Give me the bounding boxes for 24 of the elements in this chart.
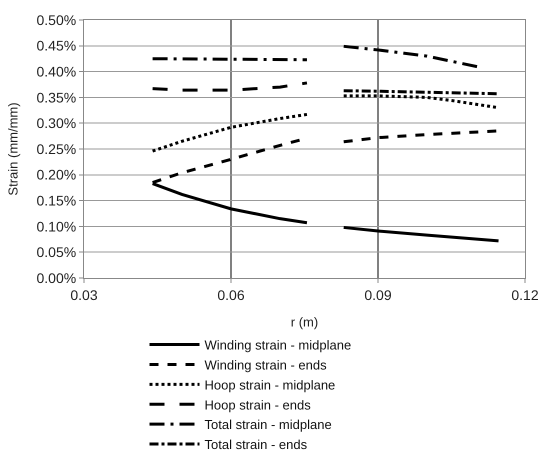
y-axis-title: Strain (mm/mm) [5, 102, 20, 196]
y-tick-label: 0.40% [36, 64, 76, 80]
legend-label: Winding strain - midplane [204, 338, 352, 353]
y-tick-label: 0.05% [36, 244, 76, 260]
line-series [151, 81, 308, 92]
y-tick-label: 0.25% [36, 140, 76, 157]
legend-label: Hoop strain - midplane [204, 377, 336, 392]
y-tick-label: 0.20% [36, 166, 76, 183]
legend-label: Total strain - ends [204, 437, 308, 452]
x-tick-label: 0.03 [70, 286, 98, 303]
y-tick-label: 0.30% [36, 115, 76, 132]
y-tick-label: 0.10% [36, 218, 76, 234]
x-tick-label: 0.06 [217, 286, 245, 303]
y-tick-label: 0.45% [36, 38, 76, 54]
x-axis-title: r (m) [290, 314, 318, 330]
x-tick-label: 0.12 [511, 286, 539, 303]
y-tick-label: 0.35% [36, 89, 76, 106]
legend-label: Winding strain - ends [204, 358, 328, 373]
legend-label: Hoop strain - ends [204, 397, 312, 412]
x-tick-label: 0.09 [364, 286, 392, 303]
y-tick-label: 0.00% [36, 270, 76, 286]
y-tick-label: 0.50% [36, 12, 76, 28]
y-tick-label: 0.15% [36, 192, 76, 208]
legend-label: Total strain - midplane [204, 417, 332, 432]
